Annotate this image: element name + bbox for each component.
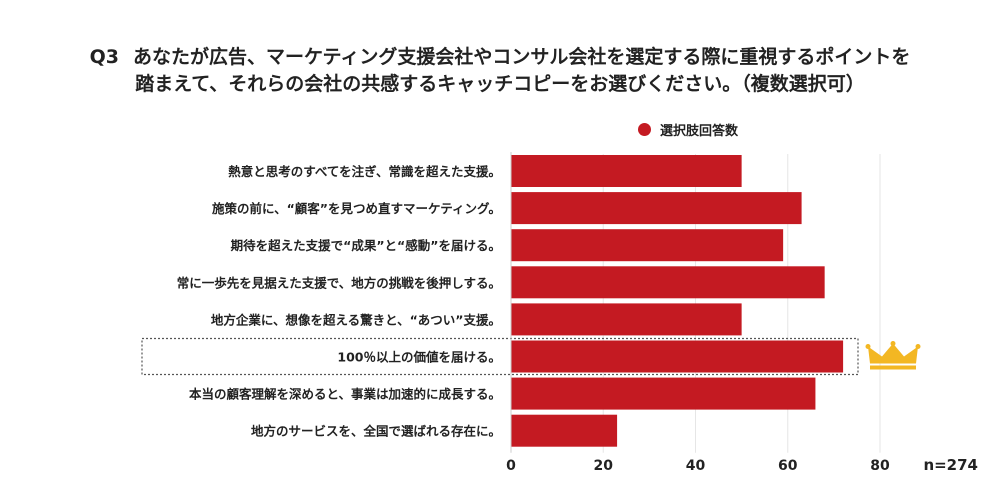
category-label: 常に一歩先を見据えた支援で、地方の挑戦を後押しする。 [177, 275, 501, 290]
bar [511, 192, 802, 225]
x-tick-label: 60 [778, 458, 798, 474]
bar [511, 155, 742, 187]
bar [511, 414, 618, 447]
crown-jewel [915, 344, 921, 349]
question-number: Q3 [89, 46, 119, 68]
title-line-2: 踏まえて、それらの会社の共感するキャッチコピーをお選びください。（複数選択可） [135, 73, 865, 95]
title-text-1: あなたが広告、マーケティング支援会社やコンサル会社を選定する際に重視するポイント… [132, 46, 911, 68]
sample-size: n=274 [923, 456, 978, 474]
category-label: 期待を超えた支援で“成果”と“感動”を届ける。 [231, 238, 501, 253]
category-label: 熱意と思考のすべてを注ぎ、常識を超えた支援。 [228, 164, 501, 179]
category-label: 地方企業に、想像を超える驚きと、“あつい”支援。 [211, 312, 501, 327]
bar [511, 266, 825, 299]
category-label: 本当の顧客理解を深めると、事業は加速的に成長する。 [189, 387, 501, 402]
legend-marker [638, 123, 651, 136]
category-label: 施策の前に、“顧客”を見つめ直すマーケティング。 [212, 201, 501, 216]
x-tick-label: 80 [870, 458, 890, 474]
bar [511, 340, 844, 373]
x-tick-label: 40 [686, 458, 706, 474]
chart-title: Q3 あなたが広告、マーケティング支援会社やコンサル会社を選定する際に重視するポイ… [0, 44, 1000, 98]
category-label: 地方のサービスを、全国で選ばれる存在に。 [251, 424, 501, 439]
legend-label: 選択肢回答数 [660, 124, 739, 139]
crown-jewel [890, 341, 896, 346]
bar [511, 229, 784, 262]
crown-icon [865, 341, 921, 370]
category-label: 100％以上の価値を届ける。 [337, 350, 501, 365]
title-line-1: Q3 あなたが広告、マーケティング支援会社やコンサル会社を選定する際に重視するポイ… [0, 44, 1000, 71]
highlight-box [141, 337, 859, 376]
x-tick-label: 20 [594, 458, 614, 474]
crown-shape [868, 343, 918, 364]
x-tick-label: 0 [506, 458, 516, 474]
legend: 選択肢回答数 [638, 120, 738, 139]
bar [511, 377, 816, 410]
crown-jewel [865, 344, 871, 349]
bar [511, 303, 742, 336]
crown-base [870, 365, 916, 370]
